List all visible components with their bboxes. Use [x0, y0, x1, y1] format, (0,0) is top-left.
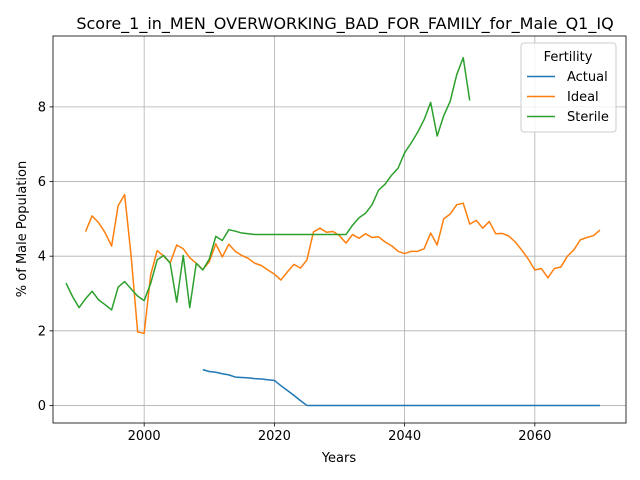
x-tick-label: 2000: [128, 429, 161, 444]
chart-title: Score_1_in_MEN_OVERWORKING_BAD_FOR_FAMIL…: [76, 14, 613, 34]
legend-title: Fertility: [544, 50, 593, 65]
y-tick-label: 4: [38, 250, 46, 265]
legend-label-actual: Actual: [567, 70, 608, 85]
series-lines: [65, 56, 601, 407]
series-line-sterile: [65, 56, 471, 311]
y-tick-label: 0: [38, 399, 46, 414]
legend-box: [520, 42, 617, 133]
legend-label-sterile: Sterile: [567, 110, 609, 125]
x-tick-label: 2020: [258, 429, 291, 444]
y-tick-label: 8: [38, 100, 46, 115]
axis-ticks: 2000 2020 2040 2060 0 2 4 6 8: [38, 100, 552, 444]
y-tick-label: 2: [38, 324, 46, 339]
legend-label-ideal: Ideal: [567, 90, 599, 105]
series-line-ideal: [84, 193, 601, 335]
y-axis-label: % of Male Population: [15, 161, 30, 297]
x-axis-label: Years: [321, 451, 357, 466]
legend: Fertility Actual Ideal Sterile: [520, 42, 617, 133]
series-line-actual: [202, 368, 600, 407]
plot-frame: [52, 35, 627, 424]
x-tick-label: 2060: [518, 429, 551, 444]
x-tick-label: 2040: [388, 429, 421, 444]
y-tick-label: 6: [38, 175, 46, 190]
